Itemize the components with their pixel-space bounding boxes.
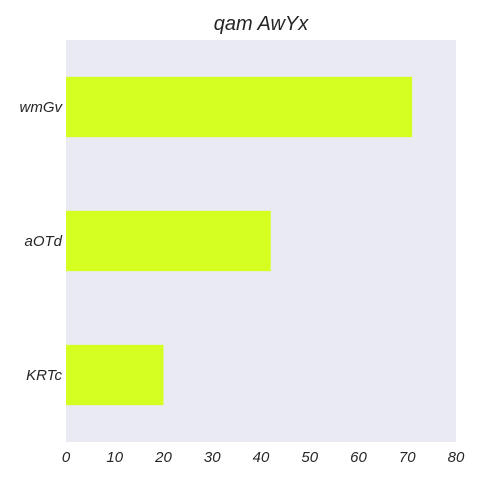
x-tick-labels: 0 10 20 30 40 50 60 70 80 [62,449,465,466]
bar-aOTd [66,210,271,272]
x-tick-label-0: 0 [62,449,71,466]
category-labels: wmGv aOTd KRTc [20,99,64,384]
x-tick-label-60: 60 [350,449,367,466]
category-label-KRTc: KRTc [26,367,62,384]
x-tick-label-70: 70 [399,449,416,466]
x-tick-label-20: 20 [154,449,172,466]
x-tick-label-80: 80 [448,449,465,466]
x-tick-label-50: 50 [301,449,318,466]
category-label-wmGv: wmGv [20,99,64,116]
bar-KRTc [66,344,164,406]
bar-wmGv [66,76,413,138]
chart-title: qam AwYx [214,13,309,35]
bars [66,76,413,406]
x-tick-label-40: 40 [253,449,270,466]
x-tick-label-30: 30 [204,449,221,466]
x-tick-label-10: 10 [106,449,123,466]
category-label-aOTd: aOTd [24,233,62,250]
